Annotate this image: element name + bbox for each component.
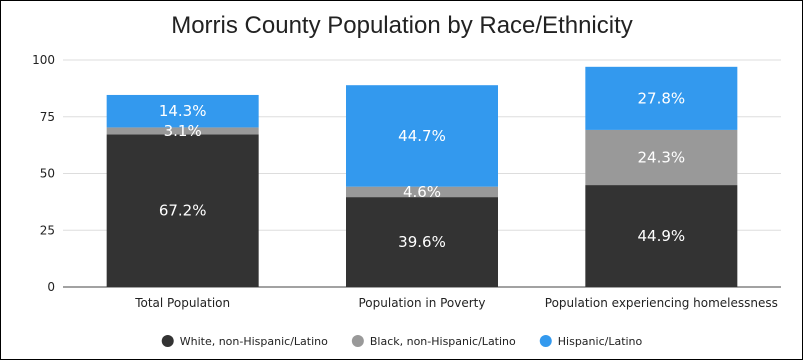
legend-swatch-0 — [161, 335, 174, 347]
y-tick-label-50: 50 — [40, 167, 55, 181]
bar-segment-1-1 — [346, 186, 498, 198]
legend-item-1: Black, non-Hispanic/Latino — [351, 335, 516, 348]
legend-swatch-2 — [539, 335, 552, 347]
chart-title: Morris County Population by Race/Ethnici… — [171, 12, 633, 39]
bar-segment-1-2 — [585, 129, 738, 186]
bar-segment-0-2 — [585, 185, 738, 287]
legend: White, non-Hispanic/Latino Black, non-His… — [161, 335, 643, 348]
y-tick-label-75: 75 — [40, 110, 55, 124]
data-label-1-0: 3.1% — [164, 122, 202, 140]
data-label-2-2: 27.8% — [638, 89, 686, 107]
data-label-1-1: 4.6% — [403, 183, 441, 201]
legend-label-1: Black, non-Hispanic/Latino — [370, 335, 516, 348]
bar-segment-0-1 — [346, 197, 498, 287]
data-label-1-2: 24.3% — [638, 148, 686, 166]
data-label-2-1: 44.7% — [398, 127, 446, 145]
bar-segment-2-1 — [346, 85, 498, 187]
bar-segment-2-0 — [106, 94, 259, 128]
y-tick-label-0: 0 — [47, 280, 55, 294]
data-label-0-1: 39.6% — [398, 233, 446, 251]
legend-swatch-1 — [351, 335, 364, 347]
y-axis: 0 25 50 75 100 — [32, 53, 55, 294]
legend-label-2: Hispanic/Latino — [558, 335, 643, 348]
legend-item-2: Hispanic/Latino — [539, 335, 643, 348]
data-labels: 67.2% 3.1% 14.3% 39.6% 4.6% 44.7% 44.9% 24.3% 27… — [159, 89, 685, 251]
bar-segment-2-2 — [585, 66, 738, 130]
data-label-2-0: 14.3% — [159, 102, 207, 120]
legend-label-0: White, non-Hispanic/Latino — [180, 335, 328, 348]
data-label-0-2: 44.9% — [638, 227, 686, 245]
data-label-0-0: 67.2% — [159, 202, 207, 220]
bar-segment-1-0 — [106, 127, 259, 135]
bar-segment-0-0 — [106, 134, 259, 287]
y-tick-label-100: 100 — [32, 53, 55, 67]
x-axis-categories: Total Population Population in Poverty Pop… — [134, 296, 778, 310]
category-label-1: Population in Poverty — [359, 296, 486, 310]
category-label-2: Population experiencing homelessness — [545, 296, 778, 310]
y-tick-label-25: 25 — [40, 223, 55, 237]
category-label-0: Total Population — [134, 296, 230, 310]
legend-item-0: White, non-Hispanic/Latino — [161, 335, 328, 348]
bars — [106, 66, 738, 287]
